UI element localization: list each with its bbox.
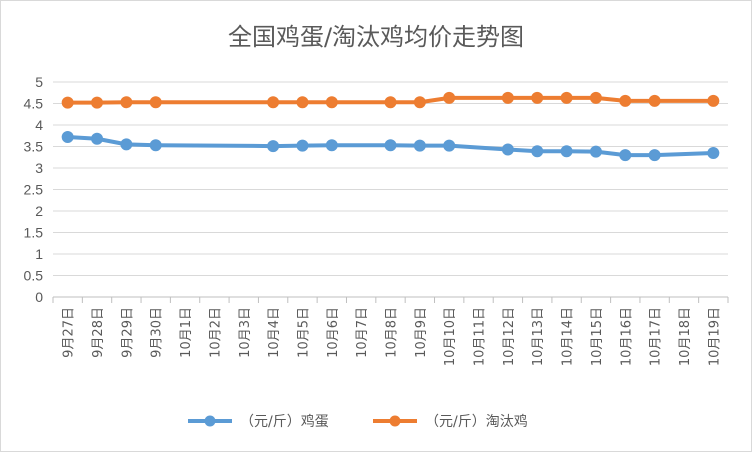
x-tick-label: 10月10日 (443, 307, 458, 366)
x-tick-label: 10月2日 (208, 307, 223, 358)
x-tick-label: 9月30日 (150, 307, 165, 358)
data-point (648, 94, 661, 107)
x-tick-label: 10月6日 (326, 307, 341, 358)
y-tick-label: 0 (35, 289, 43, 305)
x-tick-label: 10月18日 (678, 307, 693, 366)
y-tick-label: 3 (35, 160, 43, 176)
data-point (61, 96, 74, 109)
y-tick-label: 1.5 (24, 225, 44, 241)
data-point (560, 145, 573, 158)
y-tick-label: 0.5 (24, 268, 44, 284)
data-point (120, 138, 133, 151)
y-tick-label: 4 (35, 117, 43, 133)
data-point (267, 96, 280, 109)
axes: 0 0.5 1 1.5 2 2.5 3 3.5 4 4.5 5 9月27日 9月28日 9月29日 9月30… (24, 74, 729, 366)
data-point (589, 91, 602, 104)
data-point (325, 96, 338, 109)
legend-marker (389, 415, 401, 427)
data-point (296, 139, 309, 152)
data-point (384, 139, 397, 152)
data-point (619, 149, 632, 162)
data-point (413, 139, 426, 152)
data-point (501, 143, 514, 156)
data-point (91, 132, 104, 145)
x-tick-label: 10月5日 (296, 307, 311, 358)
data-point (707, 146, 720, 159)
series-1 (61, 91, 720, 109)
y-tick-label: 2.5 (24, 182, 44, 198)
x-tick-label: 10月16日 (619, 307, 634, 366)
data-point (443, 139, 456, 152)
data-point (531, 145, 544, 158)
data-point (296, 96, 309, 109)
data-point (619, 94, 632, 107)
gridlines (53, 81, 728, 298)
data-point (91, 96, 104, 109)
legend-label: （元/斤）淘汰鸡 (425, 413, 528, 430)
data-point (707, 94, 720, 107)
x-tick-label: 10月8日 (385, 307, 400, 358)
y-tick-label: 4.5 (24, 96, 44, 112)
legend-label: （元/斤）鸡蛋 (240, 413, 329, 430)
data-point (443, 91, 456, 104)
data-point (61, 131, 74, 144)
x-tick-label: 10月9日 (414, 307, 429, 358)
x-tick-label: 9月28日 (91, 307, 106, 358)
y-tick-label: 1 (35, 246, 43, 262)
x-tick-label: 10月3日 (238, 307, 253, 358)
y-tick-label: 2 (35, 203, 43, 219)
data-point (531, 91, 544, 104)
data-point (413, 96, 426, 109)
data-point (384, 96, 397, 109)
data-point (149, 96, 162, 109)
data-point (267, 140, 280, 153)
data-point (560, 91, 573, 104)
x-tick-label: 10月13日 (531, 307, 546, 366)
x-tick-label: 9月27日 (62, 307, 77, 358)
y-tick-label: 5 (35, 74, 43, 90)
x-tick-label: 10月17日 (649, 307, 664, 366)
y-tick-label: 3.5 (24, 139, 44, 155)
x-tick-label: 10月7日 (355, 307, 370, 358)
data-point (648, 149, 661, 162)
chart-title: 全国鸡蛋/淘汰鸡均价走势图 (228, 23, 524, 51)
x-tick-label: 10月14日 (561, 307, 576, 366)
x-tick-label: 9月29日 (120, 307, 135, 358)
x-tick-label: 10月12日 (502, 307, 517, 366)
data-point (589, 145, 602, 158)
data-point (501, 91, 514, 104)
x-tick-label: 10月4日 (267, 307, 282, 358)
data-point (120, 96, 133, 109)
data-point (325, 139, 338, 152)
data-point (149, 139, 162, 152)
x-tick-label: 10月1日 (179, 307, 194, 358)
series-0 (61, 131, 720, 162)
x-tick-label: 10月19日 (707, 307, 722, 366)
x-tick-label: 10月11日 (473, 307, 488, 366)
legend-marker (204, 415, 216, 427)
series-lines (61, 91, 720, 162)
legend: （元/斤）鸡蛋 （元/斤）淘汰鸡 (188, 413, 528, 430)
x-tick-label: 10月15日 (590, 307, 605, 366)
